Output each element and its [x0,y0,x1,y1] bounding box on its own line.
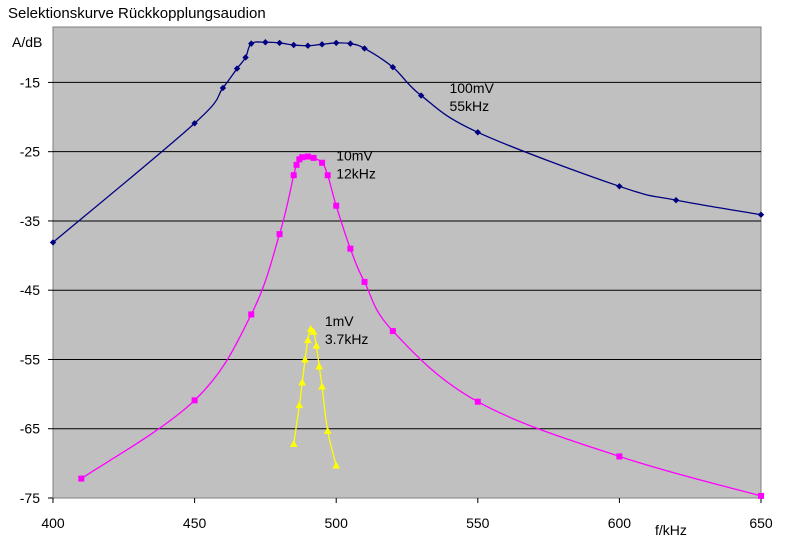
y-tick-label: -45 [20,282,40,298]
data-point [219,84,227,92]
x-tick-label: 500 [325,515,349,531]
data-point [361,278,368,285]
data-point [389,63,397,71]
y-tick-labels: -15 -25 -35 -45 -55 -65 -75 [20,74,40,506]
y-tick-label: -15 [20,74,40,90]
data-point [233,65,241,72]
data-point [319,159,326,166]
data-point [757,211,765,218]
series-2 [78,153,764,499]
data-point [417,92,425,99]
data-point [333,202,340,209]
y-tick-label: -35 [20,213,40,229]
data-point [78,475,85,482]
series-annotation: 3.7kHz [325,331,369,347]
y-tick-label: -65 [20,421,40,437]
data-point [347,245,354,252]
data-point [318,41,326,48]
data-point [361,45,368,52]
data-point [389,328,396,335]
x-axis-label: f/kHz [655,522,687,538]
data-point [290,41,297,49]
data-point [299,154,306,161]
data-point [191,120,198,127]
data-point [295,401,304,409]
x-tick-label: 400 [41,515,65,531]
data-point [304,42,312,49]
data-point [616,453,623,460]
chart-title: Selektionskurve Rückkopplungsaudion [8,5,266,22]
data-point [262,39,269,46]
data-point [672,196,680,204]
data-point [332,461,340,469]
data-point [474,398,481,405]
y-tick-label: -55 [20,351,40,367]
series-annotation: 10mV [336,148,373,164]
data-point [310,154,317,161]
data-point [276,39,283,47]
x-tick-label: 450 [183,515,207,531]
data-point [347,40,354,47]
data-point [304,153,311,160]
data-point [616,183,623,190]
data-point [318,382,326,390]
x-tick-label: 650 [749,515,773,531]
y-tick-label: -75 [20,490,40,506]
x-tick-label: 600 [608,515,632,531]
y-tick-label: -25 [20,144,40,160]
plot-area [52,26,762,499]
series-annotation: 55kHz [449,98,489,114]
data-point [301,355,309,363]
data-point [312,341,321,349]
data-point [290,172,297,179]
data-point [298,378,307,386]
data-point [474,129,481,136]
series-group [49,39,765,499]
series-1 [49,39,765,246]
data-point [293,161,300,168]
data-point [248,40,255,47]
data-point [191,397,198,404]
x-tick-label: 550 [466,515,490,531]
data-point [315,362,324,370]
series-annotation: 100mV [449,80,494,96]
series-annotations: 100mV 55kHz 10mV 12kHz 1mV 3.7kHz [325,80,495,347]
series-annotation: 1mV [325,313,354,329]
data-point [323,426,332,434]
x-tick-labels: 400 450 500 550 600 650 [41,515,773,531]
data-point [248,311,255,318]
data-point [49,239,57,246]
data-point [304,336,312,344]
series-3 [289,324,340,469]
data-point [242,54,249,61]
series-annotation: 12kHz [336,166,376,182]
data-point [289,439,298,447]
y-axis-label: A/dB [12,34,43,50]
data-point [333,39,340,47]
data-point [324,172,331,179]
data-point [758,492,764,499]
data-point [309,327,318,335]
data-point [276,231,283,238]
